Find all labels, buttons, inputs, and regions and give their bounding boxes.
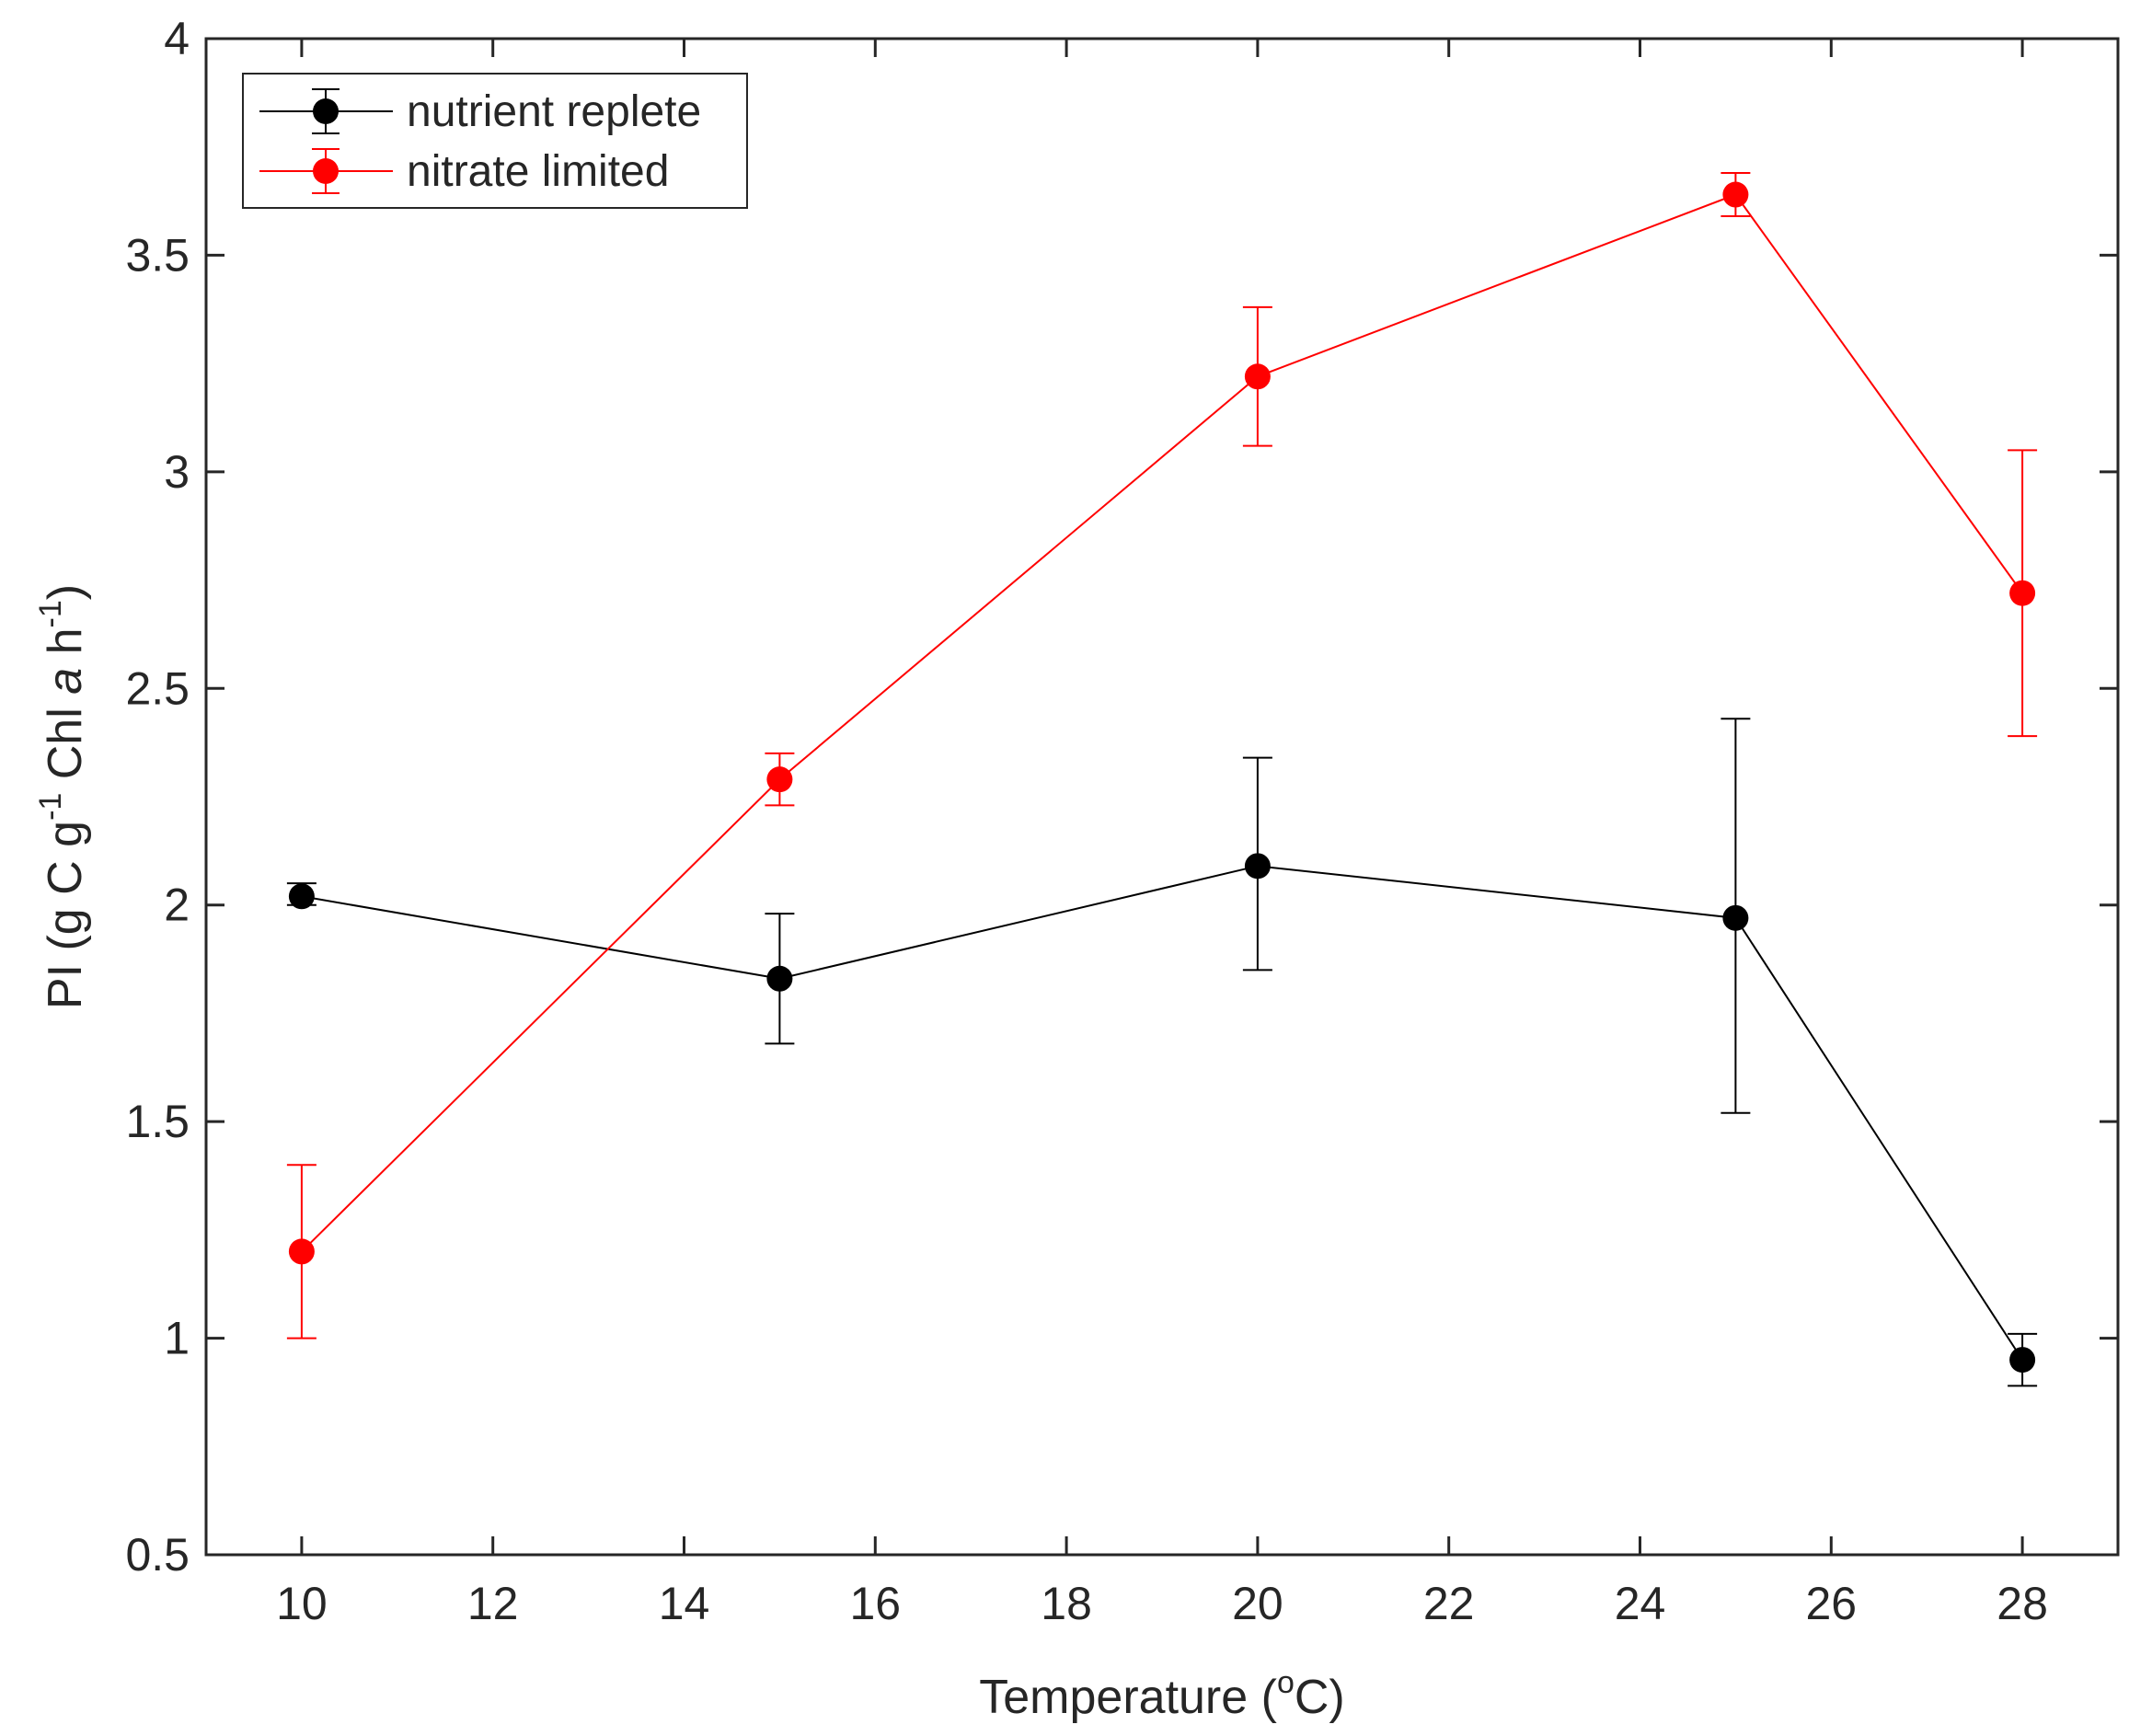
x-tick-label-22: 22	[1423, 1578, 1475, 1629]
x-tick-label-26: 26	[1805, 1578, 1857, 1629]
y-tick-label-4: 4	[164, 13, 190, 64]
legend-label-nutrient-replete: nutrient replete	[407, 87, 701, 136]
legend-marker-nutrient-replete	[313, 98, 339, 124]
x-tick-label-28: 28	[1997, 1578, 2048, 1629]
y-axis-label: PI (g C g-1 Chl a h-1)	[33, 584, 92, 1009]
data-series	[286, 171, 2038, 1387]
x-tick-label-16: 16	[849, 1578, 901, 1629]
axis-ticks: 10 12 14 16 18 20 22 24 26 28 0.5 1 1.5 2 2.5 3 3.5 4	[125, 13, 2118, 1629]
series-nutrient-replete	[286, 718, 2038, 1387]
data-point-nitrate-limited-25	[1722, 181, 1749, 208]
x-tick-label-18: 18	[1041, 1578, 1092, 1629]
data-point-nitrate-limited-15	[766, 766, 793, 793]
data-point-nutrient-replete-28	[2009, 1347, 2036, 1374]
y-tick-label-2.5: 2.5	[125, 662, 190, 714]
y-tick-label-3: 3	[164, 446, 190, 498]
data-point-nitrate-limited-20	[1244, 363, 1271, 390]
x-tick-label-12: 12	[467, 1578, 519, 1629]
data-point-nitrate-limited-28	[2009, 580, 2036, 606]
y-tick-label-0.5: 0.5	[125, 1529, 190, 1581]
legend-box	[242, 73, 748, 209]
plot-area	[204, 37, 2120, 1557]
y-tick-label-3.5: 3.5	[125, 229, 190, 281]
series-nitrate-limited	[286, 171, 2038, 1339]
legend-item-nitrate-limited: nitrate limited	[259, 147, 669, 196]
y-tick-label-1: 1	[164, 1313, 190, 1364]
legend: nutrient replete nitrate limited	[242, 73, 748, 209]
data-point-nutrient-replete-20	[1244, 853, 1271, 879]
x-tick-label-10: 10	[276, 1578, 328, 1629]
legend-label-nitrate-limited: nitrate limited	[407, 147, 669, 196]
x-axis-label: Temperature (oC)	[979, 1665, 1344, 1724]
data-point-nitrate-limited-10	[288, 1238, 315, 1265]
data-point-nutrient-replete-25	[1722, 904, 1749, 931]
y-tick-label-2: 2	[164, 879, 190, 931]
data-point-nutrient-replete-15	[766, 965, 793, 992]
y-tick-label-1.5: 1.5	[125, 1096, 190, 1147]
x-tick-label-24: 24	[1615, 1578, 1666, 1629]
x-tick-label-14: 14	[659, 1578, 710, 1629]
x-tick-label-20: 20	[1232, 1578, 1283, 1629]
legend-marker-nitrate-limited	[313, 158, 339, 184]
legend-item-nutrient-replete: nutrient replete	[259, 87, 701, 136]
data-point-nutrient-replete-10	[288, 883, 315, 910]
